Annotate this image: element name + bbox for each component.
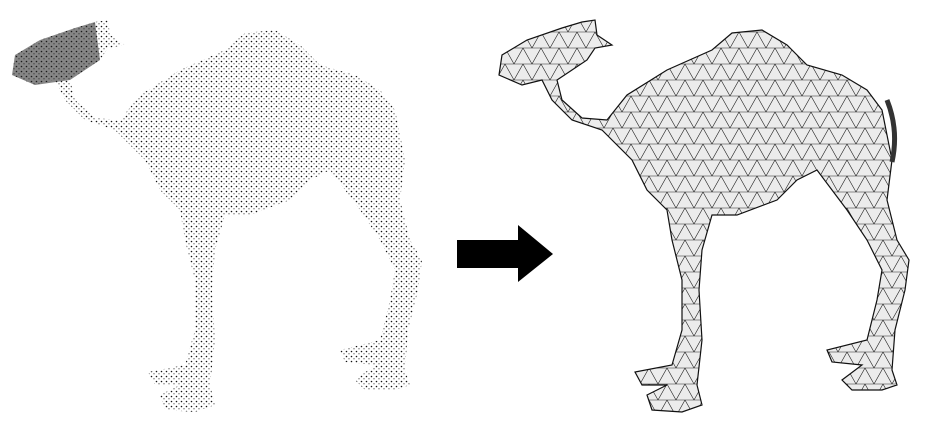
mesh-camel	[498, 19, 910, 413]
arrow	[457, 225, 553, 282]
point-cloud-camel	[12, 20, 422, 412]
